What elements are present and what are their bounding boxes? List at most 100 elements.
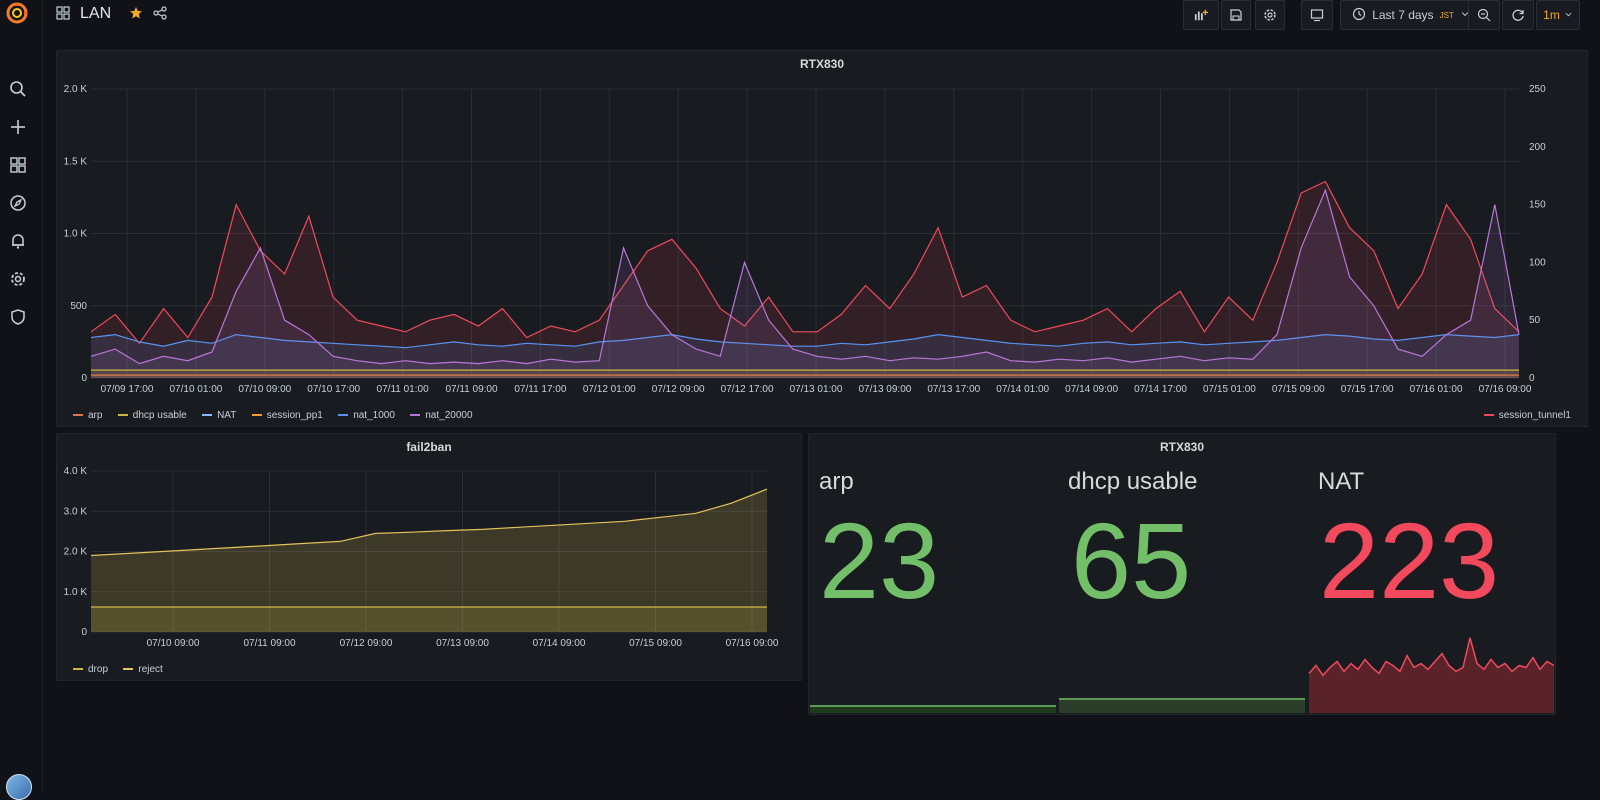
x-tick-label: 07/10 01:00 (169, 384, 222, 395)
add-panel-button[interactable] (1183, 0, 1219, 30)
legend-item-arp[interactable]: arp (73, 410, 102, 421)
legend-item-session-pp1[interactable]: session_pp1 (251, 410, 323, 421)
time-range-label: Last 7 days (1372, 8, 1434, 22)
rtx830-graph-panel[interactable]: RTX830 07/09 17:00 07/10 01:00 07/10 09:00… (56, 50, 1588, 427)
x-tick-label: 07/14 17:00 (1134, 384, 1187, 395)
stat-value-arp: 23 (819, 500, 940, 621)
x-tick-label: 07/13 09:00 (436, 638, 489, 649)
save-button[interactable] (1221, 0, 1251, 30)
refresh-interval-picker[interactable]: 1m (1536, 0, 1580, 30)
series-fill-dhcp-usable (91, 370, 1519, 378)
stat-value-nat: 223 (1319, 500, 1500, 621)
panel-title[interactable]: RTX830 (799, 57, 845, 71)
sidebar (0, 0, 43, 800)
series-fill-reject (91, 489, 767, 632)
y-left-tick-label: 500 (70, 301, 87, 312)
chevron-down-icon (1564, 8, 1573, 22)
series-fill-drop (91, 607, 767, 632)
panel-title[interactable]: RTX830 (1159, 440, 1205, 454)
x-tick-label: 07/12 17:00 (721, 384, 774, 395)
settings-button[interactable] (1255, 0, 1285, 30)
x-tick-label: 07/09 17:00 (101, 384, 154, 395)
nat-sparkline-fill (1309, 637, 1554, 713)
legend-item-dhcp-usable[interactable]: dhcp usable (117, 410, 187, 421)
clock-icon (1352, 7, 1366, 24)
plus-icon[interactable] (9, 118, 27, 136)
series-line-session_tunnel1 (90, 180, 1520, 345)
x-tick-label: 07/10 17:00 (307, 384, 360, 395)
gear-icon[interactable] (9, 270, 27, 288)
x-tick-label: 07/12 01:00 (583, 384, 636, 395)
grafana-logo-icon[interactable] (4, 0, 30, 26)
series-fill-arp (91, 375, 1519, 378)
top-bar: LAN Last 7 days JST 1m (42, 0, 1600, 30)
x-tick-label: 07/11 17:00 (514, 384, 567, 395)
y-right-tick-label: 100 (1529, 257, 1546, 268)
arp-sparkline-fill (810, 706, 1056, 713)
x-tick-label: 07/15 01:00 (1203, 384, 1256, 395)
x-tick-label: 07/15 09:00 (1272, 384, 1325, 395)
x-tick-label: 07/10 09:00 (147, 638, 200, 649)
time-range-picker[interactable]: Last 7 days JST (1340, 0, 1482, 30)
legend-right: session_tunnel1 (1483, 405, 1583, 421)
legend-item-session-tunnel1[interactable]: session_tunnel1 (1483, 410, 1571, 421)
stat-sparklines (810, 637, 1555, 713)
search-icon[interactable] (9, 80, 27, 98)
series-fill-session_tunnel1 (91, 181, 1519, 378)
series-line-reject (90, 488, 768, 557)
y-right-tick-label: 0 (1529, 373, 1535, 384)
refresh-button[interactable] (1502, 0, 1534, 30)
legend-item-drop[interactable]: drop (73, 664, 108, 675)
legend-item-nat[interactable]: NAT (202, 410, 236, 421)
legend-left: arp dhcp usable NAT session_pp1 nat_1000… (73, 405, 485, 421)
stat-label-nat: NAT (1318, 468, 1365, 495)
dashboards-icon[interactable] (9, 156, 27, 174)
stat-label-dhcp-usable: dhcp usable (1068, 468, 1198, 495)
dashboard-title[interactable]: LAN (80, 5, 112, 22)
y-left-tick-label: 1.0 K (64, 229, 88, 240)
x-tick-label: 07/15 09:00 (629, 638, 682, 649)
y-tick-label: 4.0 K (64, 466, 88, 477)
rtx830-stat-panel[interactable]: RTX830 arp 23 dhcp usable 65 NAT 223 (808, 433, 1556, 715)
panel-title[interactable]: fail2ban (406, 440, 452, 454)
x-tick-label: 07/11 09:00 (445, 384, 498, 395)
y-tick-label: 1.0 K (64, 587, 88, 598)
x-tick-label: 07/16 09:00 (1479, 384, 1532, 395)
legend-item-reject[interactable]: reject (123, 664, 163, 675)
x-tick-label: 07/16 09:00 (726, 638, 779, 649)
y-tick-label: 0 (81, 627, 87, 638)
star-icon[interactable] (129, 6, 143, 23)
refresh-interval-label: 1m (1543, 8, 1560, 22)
x-tick-label: 07/16 01:00 (1410, 384, 1463, 395)
x-tick-label: 07/15 17:00 (1341, 384, 1394, 395)
tv-mode-button[interactable] (1301, 0, 1333, 30)
nat-sparkline (1308, 637, 1555, 713)
y-right-tick-label: 150 (1529, 200, 1546, 211)
fail2ban-chart: 0 1.0 K 2.0 K 3.0 K 4.0 K 07/10 09:00 07/11 09… (64, 466, 779, 649)
stat-value-dhcp-usable: 65 (1071, 500, 1192, 621)
legend-item-nat-1000[interactable]: nat_1000 (338, 410, 395, 421)
y-right-tick-label: 200 (1529, 142, 1546, 153)
bell-icon[interactable] (9, 232, 27, 250)
x-tick-label: 07/13 09:00 (858, 384, 911, 395)
x-tick-label: 07/14 09:00 (1065, 384, 1118, 395)
x-tick-label: 07/12 09:00 (652, 384, 705, 395)
compass-icon[interactable] (9, 194, 27, 212)
y-right-tick-label: 50 (1529, 315, 1541, 326)
shield-icon[interactable] (9, 308, 27, 326)
series-line-nat_20000 (90, 188, 1520, 365)
zoom-out-button[interactable] (1468, 0, 1500, 30)
avatar[interactable] (6, 774, 32, 800)
x-tick-label: 07/11 09:00 (243, 638, 296, 649)
legend-item-nat-20000[interactable]: nat_20000 (410, 410, 473, 421)
fail2ban-graph-panel[interactable]: fail2ban 0 1.0 K 2.0 K 3.0 K 4.0 K 07/10 09:0… (56, 433, 802, 681)
fail2ban-legend: drop reject (73, 659, 175, 675)
y-right-tick-label: 250 (1529, 84, 1546, 95)
chevron-down-icon (1460, 8, 1470, 22)
x-tick-label: 07/14 09:00 (533, 638, 586, 649)
dashboards-grid-icon[interactable] (56, 5, 70, 23)
y-left-tick-label: 2.0 K (64, 84, 88, 95)
dhcp-sparkline-fill (1059, 699, 1305, 713)
series-fill-nat_1000 (91, 334, 1519, 378)
share-icon[interactable] (153, 5, 167, 23)
